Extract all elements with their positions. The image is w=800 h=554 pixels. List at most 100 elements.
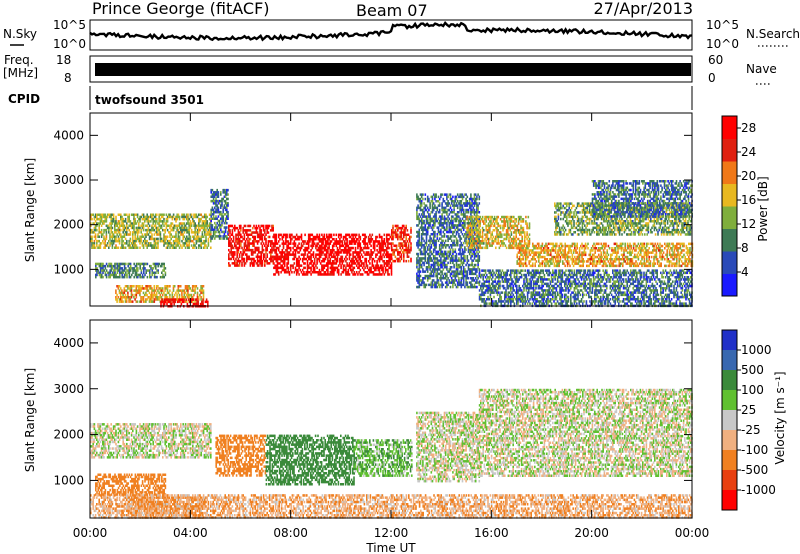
power-cell (463, 277, 465, 280)
power-cell (419, 229, 421, 232)
power-cell (163, 269, 165, 272)
power-cell (115, 296, 117, 299)
power-cell (463, 253, 465, 256)
power-cell (136, 272, 138, 275)
power-cell (462, 207, 464, 210)
power-cell (244, 251, 246, 254)
power-cell (239, 262, 241, 265)
power-cell (354, 238, 356, 241)
power-cell (449, 213, 451, 216)
power-cell (303, 242, 305, 245)
power-cell (356, 240, 358, 243)
power-cell (290, 269, 292, 272)
power-cell (159, 263, 161, 266)
noise-left-label: N.Sky (3, 27, 37, 41)
power-cell (165, 267, 167, 270)
power-cell (170, 301, 172, 304)
power-cell (453, 231, 455, 234)
power-cell (202, 287, 204, 290)
power-cell (464, 246, 466, 249)
power-cell (198, 298, 200, 301)
power-cell (197, 287, 199, 290)
power-cell (440, 275, 442, 278)
power-cell (207, 301, 209, 304)
power-cell (167, 247, 169, 250)
power-cell (262, 238, 264, 241)
power-cell (122, 300, 124, 303)
power-cell (100, 222, 102, 225)
power-cell (342, 242, 344, 245)
power-cell (98, 227, 100, 230)
power-cell (234, 242, 236, 245)
power-cell (225, 196, 227, 199)
power-cell (463, 242, 465, 245)
power-cell (270, 253, 272, 256)
freq-tick-bottom: 8 (64, 71, 72, 85)
power-cell (419, 218, 421, 221)
power-cell (441, 193, 443, 196)
power-cell (319, 269, 321, 272)
power-cell (336, 262, 338, 265)
power-cell (462, 233, 464, 236)
power-cell (429, 207, 431, 210)
power-cell (307, 253, 309, 256)
power-cell (292, 267, 294, 270)
power-cell (443, 240, 445, 243)
power-cell (246, 260, 248, 263)
power-cell (226, 207, 228, 210)
power-cell (427, 211, 429, 214)
power-cell (156, 294, 158, 297)
power-cell (220, 229, 222, 232)
power-cell (408, 234, 410, 237)
power-cell (392, 242, 394, 245)
power-cell (361, 264, 363, 267)
power-cell (313, 245, 315, 248)
power-cell (315, 264, 317, 267)
power-cell (104, 242, 106, 245)
power-cell (124, 276, 126, 279)
power-cell (427, 220, 429, 223)
power-cell (126, 240, 128, 243)
power-cell (157, 240, 159, 243)
power-cell (422, 209, 424, 212)
power-cell (246, 253, 248, 256)
power-cell (248, 247, 250, 250)
power-cell (113, 214, 115, 217)
power-cell (133, 229, 135, 232)
power-cell (457, 268, 459, 271)
power-cell (115, 289, 117, 292)
power-cell (434, 270, 436, 273)
power-cell (461, 281, 463, 284)
power-cell (447, 244, 449, 247)
power-cell (456, 257, 458, 260)
power-cell (258, 264, 260, 267)
power-cell (426, 240, 428, 243)
station-title: Prince George (fitACF) (92, 0, 270, 18)
power-cell (265, 238, 267, 241)
power-cell (429, 202, 431, 205)
power-cell (439, 204, 441, 207)
power-cell (154, 229, 156, 232)
power-cell (248, 240, 250, 243)
power-cell (333, 253, 335, 256)
power-cell (427, 231, 429, 234)
power-cell (360, 258, 362, 261)
power-cell (462, 248, 464, 251)
power-cell (300, 249, 302, 252)
power-cell (449, 270, 451, 273)
noise-right-label: N.Search (746, 27, 800, 41)
power-cell (248, 245, 250, 248)
power-cell (113, 242, 115, 245)
power-cell (397, 225, 399, 228)
power-cell (206, 227, 208, 230)
power-cell (419, 286, 421, 289)
power-cell (187, 292, 189, 295)
power-cell (402, 238, 404, 241)
power-cell (151, 274, 153, 277)
power-cell (154, 233, 156, 236)
power-cell (432, 259, 434, 262)
power-cell (282, 264, 284, 267)
power-cell (388, 247, 390, 250)
power-cell (432, 286, 434, 289)
power-cell (155, 244, 157, 247)
